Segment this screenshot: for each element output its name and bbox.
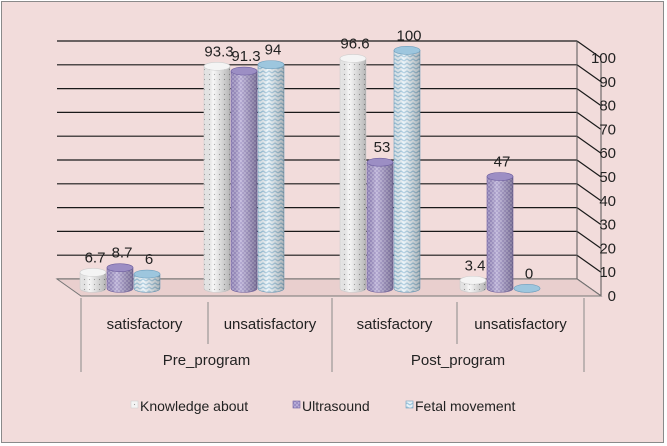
bar-top	[106, 263, 134, 272]
bar	[257, 60, 285, 293]
bar	[203, 61, 231, 293]
group-label: Pre_program	[163, 352, 251, 369]
data-label: 53	[374, 139, 391, 156]
bar-shading	[258, 64, 284, 293]
bar	[79, 268, 107, 293]
bar-shading	[204, 66, 230, 293]
gridline-side	[576, 64, 602, 83]
bar-shading	[80, 272, 106, 293]
y-tick-label: 0	[608, 288, 616, 305]
bar	[230, 66, 258, 293]
data-label: 0	[525, 265, 533, 282]
y-tick-label: 10	[599, 264, 616, 281]
bar-top	[486, 172, 514, 181]
y-tick-label: 70	[599, 121, 616, 138]
bar-top	[459, 275, 487, 285]
data-label: 100	[396, 27, 421, 44]
legend-swatch	[405, 400, 414, 409]
data-label: 6	[145, 251, 153, 268]
y-tick-label: 100	[591, 50, 616, 67]
category-label: satisfactory	[107, 316, 183, 333]
category-label: unsatisfactory	[224, 316, 317, 333]
category-label: unsatisfactory	[474, 316, 567, 333]
y-tick-label: 80	[599, 98, 616, 115]
legend-label: Ultrasound	[302, 398, 370, 414]
bar-top	[393, 46, 421, 55]
data-label: 47	[494, 153, 511, 170]
data-label: 96.6	[340, 35, 369, 52]
gridline-side	[576, 88, 602, 107]
gridline-side	[576, 135, 602, 154]
gridline-side	[576, 254, 602, 273]
y-axis: 0 10 20 30 40 50 60 70 80 90 100	[591, 50, 616, 305]
data-label: 91.3	[231, 48, 260, 65]
bar-shading	[134, 274, 160, 293]
category-label: satisfactory	[357, 316, 433, 333]
bar	[339, 54, 367, 293]
bar-shading	[394, 50, 420, 293]
bar	[133, 269, 161, 293]
gridline-side	[576, 159, 602, 178]
bar-shading	[107, 267, 133, 293]
y-tick-label: 50	[599, 169, 616, 186]
bar-top	[339, 54, 367, 63]
bar-shading	[487, 176, 513, 293]
y-tick-label: 30	[599, 217, 616, 234]
legend-label: Fetal movement	[415, 398, 515, 414]
bar-top	[513, 284, 541, 293]
data-label: 94	[265, 42, 282, 59]
bar-top	[203, 61, 231, 71]
bar-top	[133, 269, 161, 279]
legend-label: Knowledge about	[140, 398, 248, 414]
data-label: 6.7	[85, 249, 106, 266]
bar	[486, 172, 514, 293]
gridlines	[57, 40, 602, 297]
bar-shading	[340, 58, 366, 293]
gridline-side	[576, 207, 602, 226]
y-tick-label: 60	[599, 145, 616, 162]
category-axis: satisfactory unsatisfactory Pre_program sat…	[80, 298, 585, 372]
legend-swatch	[130, 400, 139, 409]
gridline-side	[576, 230, 602, 249]
bar	[106, 263, 134, 293]
data-label: 3.4	[465, 257, 486, 274]
bar-top	[79, 268, 107, 277]
bar	[393, 46, 421, 293]
legend-swatch	[292, 400, 301, 409]
bars: 6.7 8.7 6 93.391.3 94 96.6 53 100 3.4 47 0	[79, 27, 541, 293]
group-label: Post_program	[411, 352, 505, 369]
data-label: 93.3	[204, 43, 233, 60]
bar-top	[230, 66, 258, 76]
data-label: 8.7	[112, 245, 133, 262]
bar	[366, 157, 394, 293]
gridline-side	[576, 111, 602, 130]
y-tick-label: 20	[599, 240, 616, 257]
bar-shading	[367, 162, 393, 293]
bar-top	[366, 157, 394, 167]
bar	[459, 275, 487, 293]
bar-top	[257, 60, 285, 69]
bar-shading	[231, 71, 257, 293]
gridline-side	[576, 40, 602, 59]
y-tick-label: 90	[599, 74, 616, 91]
legend: Knowledge about Ultrasound Fetal movement	[130, 398, 515, 414]
y-tick-label: 40	[599, 193, 616, 210]
bar	[513, 284, 541, 293]
gridline-side	[576, 183, 602, 202]
